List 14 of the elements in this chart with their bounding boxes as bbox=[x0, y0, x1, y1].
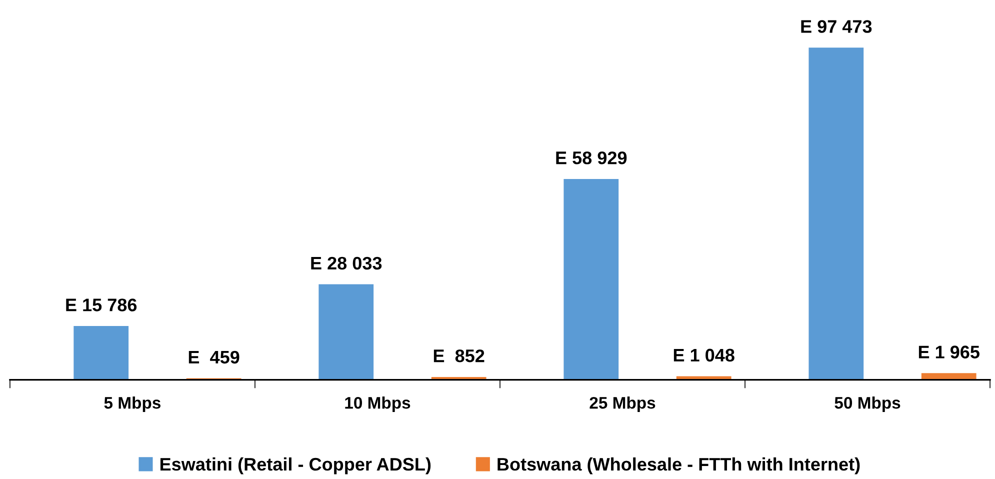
x-tick-label: 5 Mbps bbox=[104, 396, 160, 412]
data-label: E 1 965 bbox=[918, 346, 980, 358]
data-label: E 28 033 bbox=[311, 256, 382, 270]
data-label: E 1 048 bbox=[674, 348, 734, 362]
data-label: E 97 473 bbox=[801, 20, 872, 33]
legend-label: Eswatini (Retail - Copper ADSL) bbox=[160, 457, 431, 474]
legend-label: Botswana (Wholesale - FTTh with Internet) bbox=[498, 457, 860, 474]
data-label: E 15 786 bbox=[66, 298, 137, 312]
x-tick-label: 25 Mbps bbox=[590, 396, 656, 412]
x-tick-label: 10 Mbps bbox=[345, 396, 410, 412]
x-tick-label: 50 Mbps bbox=[834, 396, 900, 412]
data-label: E 459 bbox=[188, 350, 240, 364]
data-label: E 58 929 bbox=[556, 151, 627, 164]
data-label: E 852 bbox=[434, 349, 484, 362]
